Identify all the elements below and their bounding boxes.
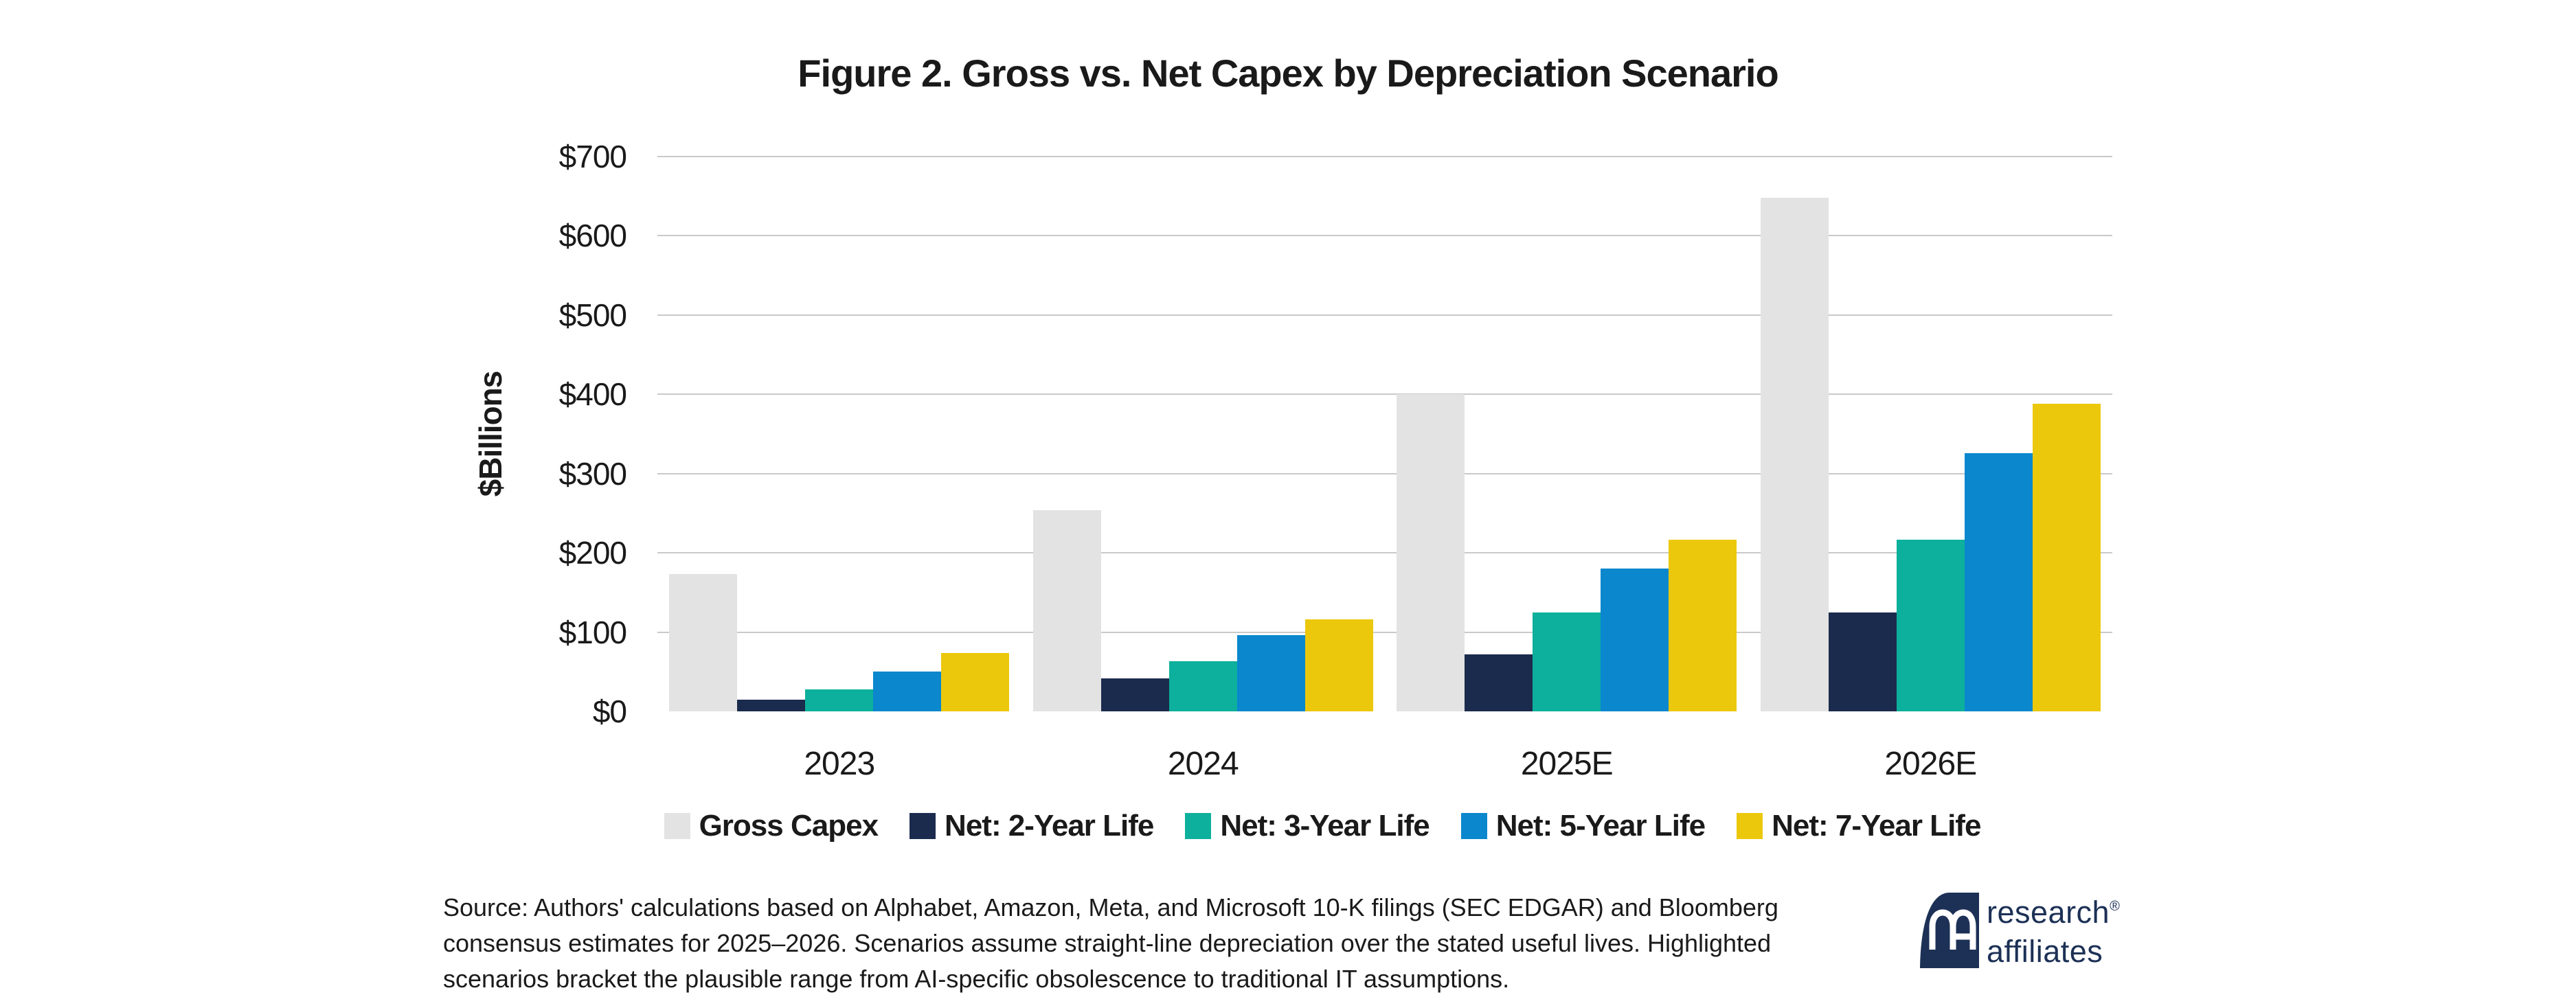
- x-tick-label: 2025E: [1520, 746, 1614, 782]
- legend-swatch: [1185, 813, 1212, 839]
- legend-label: Gross Capex: [699, 809, 879, 843]
- legend-swatch: [909, 813, 936, 839]
- logo: research® affiliates: [1917, 891, 2206, 987]
- y-tick-label: $700: [558, 139, 627, 174]
- plot-area: [657, 156, 2113, 711]
- gridline: [657, 314, 2112, 316]
- legend-label: Net: 5-Year Life: [1495, 809, 1706, 843]
- bar: [669, 574, 738, 711]
- bar: [1533, 612, 1601, 711]
- gridline: [657, 393, 2112, 396]
- x-tick-label: 2023: [804, 746, 875, 782]
- legend-item: Net: 7-Year Life: [1737, 809, 1981, 843]
- x-tick-label: 2024: [1167, 746, 1239, 782]
- bar: [1397, 394, 1465, 711]
- legend-swatch: [1460, 813, 1487, 839]
- source-note-line: consensus estimates for 2025–2026. Scena…: [443, 929, 1772, 957]
- legend-label: Net: 7-Year Life: [1772, 809, 1981, 843]
- bar: [1964, 452, 2033, 711]
- logo-wordmark: research® affiliates: [1987, 896, 2120, 967]
- y-axis-title: $Billions: [473, 371, 508, 497]
- legend-item: Net: 3-Year Life: [1185, 809, 1430, 843]
- bar: [1100, 678, 1169, 711]
- y-tick-label: $0: [592, 694, 627, 729]
- bar: [1669, 539, 1737, 711]
- bar: [805, 689, 874, 711]
- bar: [737, 699, 806, 711]
- y-tick-label: $300: [558, 455, 627, 492]
- bar: [1760, 198, 1829, 711]
- bar: [1601, 569, 1669, 711]
- registered-mark: ®: [2110, 899, 2120, 914]
- research-affiliates-logo-icon: [1920, 893, 1979, 968]
- y-tick-label: $400: [558, 376, 627, 413]
- bar: [1236, 635, 1305, 711]
- legend-item: Gross Capex: [664, 809, 879, 843]
- bar-group: [657, 157, 1021, 711]
- bar: [1168, 661, 1237, 711]
- y-tick-label: $200: [558, 535, 627, 571]
- y-tick-label: $100: [558, 614, 627, 650]
- legend-item: Net: 5-Year Life: [1460, 809, 1706, 843]
- y-tick-label: $500: [558, 297, 627, 333]
- bar: [1304, 619, 1373, 711]
- source-note: Source: Authors' calculations based on A…: [443, 890, 1778, 997]
- logo-line1: research: [1987, 895, 2110, 930]
- gridline: [657, 631, 2112, 633]
- bar: [873, 672, 942, 711]
- bar: [941, 652, 1010, 711]
- gridline: [657, 235, 2112, 237]
- legend: Gross Capex Net: 2-Year Life Net: 3-Year L…: [453, 809, 2191, 843]
- gridline: [657, 552, 2112, 554]
- bar: [2032, 404, 2101, 711]
- bar: [1896, 539, 1965, 711]
- legend-label: Net: 3-Year Life: [1220, 809, 1430, 843]
- bar-group: [1021, 157, 1386, 711]
- bar: [1465, 654, 1533, 711]
- legend-swatch: [664, 813, 690, 839]
- logo-line2: affiliates: [1987, 934, 2103, 969]
- legend-item: Net: 2-Year Life: [909, 809, 1154, 843]
- bar: [1828, 612, 1897, 711]
- x-tick-label: 2026E: [1884, 746, 1977, 782]
- bar: [1032, 509, 1101, 711]
- legend-label: Net: 2-Year Life: [945, 809, 1154, 843]
- gridline: [657, 472, 2112, 474]
- bar-group: [1385, 157, 1749, 711]
- bar-group: [1749, 157, 2113, 711]
- source-note-line: scenarios bracket the plausible range fr…: [443, 965, 1510, 993]
- chart-title: Figure 2. Gross vs. Net Capex by Depreci…: [798, 51, 1778, 95]
- source-note-line: Source: Authors' calculations based on A…: [443, 893, 1778, 921]
- y-tick-label: $600: [558, 218, 627, 254]
- legend-swatch: [1737, 813, 1763, 839]
- gridline: [657, 156, 2112, 157]
